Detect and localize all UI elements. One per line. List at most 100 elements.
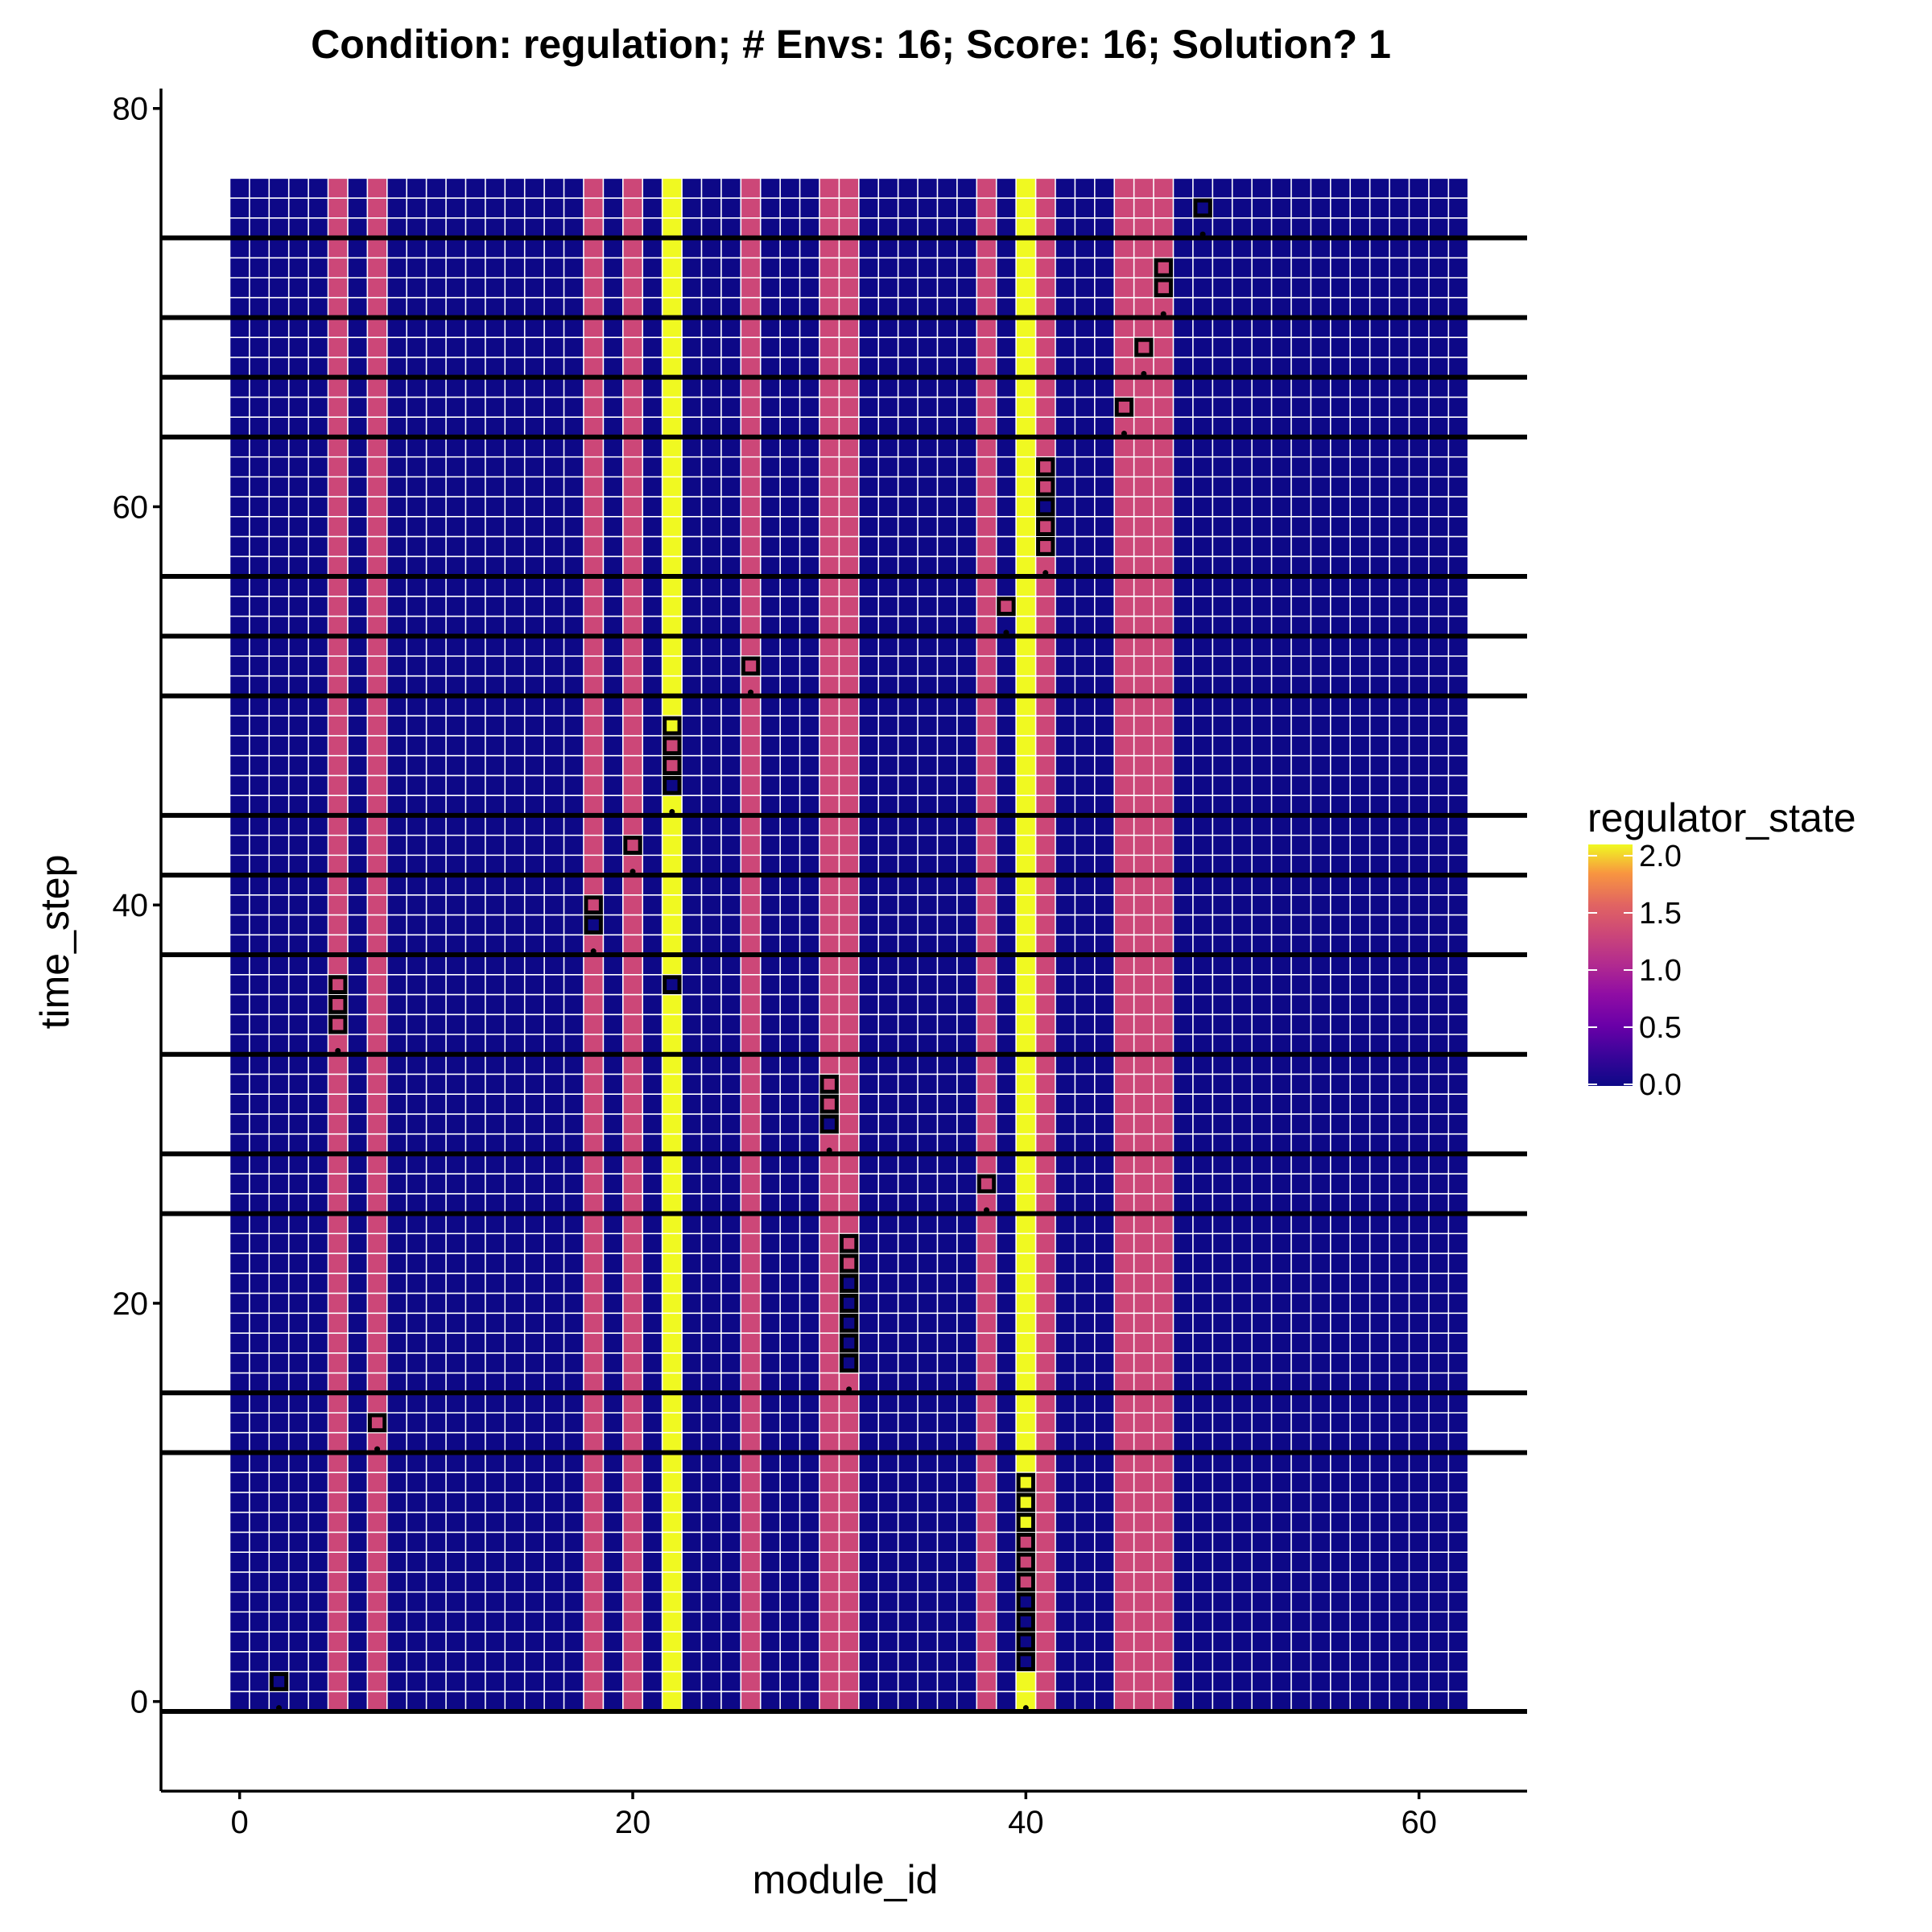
highlighted-cell xyxy=(328,995,348,1014)
highlighted-cells xyxy=(269,198,1212,1691)
y-tick-label: 80 xyxy=(113,92,149,127)
highlighted-cell xyxy=(1016,1472,1036,1492)
module-column-38 xyxy=(976,178,997,1712)
highlighted-cell xyxy=(663,975,682,995)
highlighted-cell xyxy=(269,1672,289,1691)
highlighted-cell xyxy=(997,597,1016,617)
module-column-18 xyxy=(583,178,604,1712)
y-tick-label: 40 xyxy=(113,888,149,923)
highlighted-cell xyxy=(663,716,682,736)
highlighted-cell xyxy=(741,656,761,676)
module-column-47 xyxy=(1154,178,1174,1712)
x-tick-label: 0 xyxy=(231,1805,249,1840)
module-column-46 xyxy=(1133,178,1154,1712)
highlighted-cell xyxy=(819,1094,839,1114)
highlighted-cell xyxy=(976,1174,997,1194)
small-point xyxy=(590,948,597,955)
small-point xyxy=(1003,630,1009,636)
highlighted-cell xyxy=(1154,258,1173,278)
module-column-31 xyxy=(839,178,859,1712)
highlighted-cell xyxy=(839,1233,859,1253)
module-column-40 xyxy=(1016,178,1036,1712)
highlighted-cell xyxy=(1114,397,1134,417)
environment-boundary-lines xyxy=(161,235,1527,1715)
highlighted-cell xyxy=(328,1014,348,1034)
small-point xyxy=(1160,311,1166,317)
legend-tick-label: 2.0 xyxy=(1639,840,1682,873)
axes: 0 20 40 60 0 20 40 60 80 xyxy=(113,89,1527,1840)
highlighted-cell xyxy=(1154,278,1173,298)
module-column-22 xyxy=(662,178,683,1712)
highlighted-cell xyxy=(839,1353,859,1373)
highlighted-cell xyxy=(584,915,603,935)
y-axis-label: time_step xyxy=(32,855,77,1030)
legend-tick-label: 0.0 xyxy=(1639,1068,1682,1102)
small-point xyxy=(669,809,675,815)
highlighted-cell xyxy=(1016,1552,1036,1572)
y-tick-label: 60 xyxy=(113,489,149,525)
highlighted-cell xyxy=(584,895,603,915)
small-point xyxy=(846,1386,852,1393)
highlighted-cell xyxy=(839,1253,859,1274)
module-column-26 xyxy=(741,178,761,1712)
module-column-30 xyxy=(819,178,840,1712)
legend-tick-label: 0.5 xyxy=(1639,1011,1682,1045)
y-tick-label: 20 xyxy=(113,1286,149,1322)
highlighted-cell xyxy=(1016,1632,1036,1652)
highlighted-cell xyxy=(1016,1532,1036,1552)
highlighted-cell xyxy=(1016,1652,1036,1672)
highlighted-cell xyxy=(839,1294,859,1313)
legend: regulator_state 2.0 1.5 1.0 0.5 0.0 xyxy=(1587,795,1856,1102)
small-point xyxy=(276,1705,283,1711)
highlighted-cell xyxy=(1193,198,1212,218)
highlighted-cell xyxy=(839,1313,859,1333)
module-column-5 xyxy=(328,178,348,1712)
module-column-41 xyxy=(1035,178,1055,1712)
highlighted-cell xyxy=(1016,1513,1036,1532)
x-tick-label: 60 xyxy=(1401,1805,1437,1840)
highlighted-cell xyxy=(1036,497,1055,517)
highlighted-cell xyxy=(1036,457,1055,477)
module-column-20 xyxy=(622,178,643,1712)
x-axis-label: module_id xyxy=(753,1857,939,1902)
legend-tick-label: 1.0 xyxy=(1639,954,1682,988)
legend-colorbar xyxy=(1588,844,1633,1086)
x-tick-label: 40 xyxy=(1008,1805,1044,1840)
small-point xyxy=(335,1047,341,1054)
x-tick-label: 20 xyxy=(615,1805,651,1840)
highlighted-cell xyxy=(1016,1572,1036,1592)
small-point xyxy=(1199,231,1206,237)
highlighted-cell xyxy=(819,1114,839,1134)
highlighted-cell xyxy=(1016,1492,1036,1513)
small-point xyxy=(748,689,754,696)
highlighted-cell xyxy=(663,756,682,775)
y-tick-label: 0 xyxy=(130,1685,148,1720)
small-point xyxy=(826,1147,832,1154)
small-points xyxy=(276,231,1206,1711)
small-point xyxy=(1121,431,1127,437)
highlighted-cell xyxy=(1134,337,1154,357)
small-point xyxy=(630,869,636,875)
legend-title: regulator_state xyxy=(1587,795,1856,840)
module-column-7 xyxy=(367,178,387,1712)
highlighted-cell xyxy=(663,775,682,795)
legend-tick-label: 1.5 xyxy=(1639,897,1682,931)
highlighted-cell xyxy=(663,736,682,756)
highlighted-cell xyxy=(1016,1592,1036,1612)
small-point xyxy=(1042,570,1049,576)
small-point xyxy=(374,1446,381,1452)
highlighted-cell xyxy=(1036,477,1055,497)
highlighted-cell xyxy=(623,836,642,855)
heatmap-cells xyxy=(229,177,1469,1712)
highlighted-cell xyxy=(1036,517,1055,537)
small-point xyxy=(984,1207,990,1213)
highlighted-cell xyxy=(367,1413,387,1433)
highlighted-cell xyxy=(819,1074,839,1094)
small-point xyxy=(1022,1705,1029,1711)
highlighted-cell xyxy=(839,1333,859,1353)
small-point xyxy=(1141,370,1147,377)
chart-title: Condition: regulation; # Envs: 16; Score… xyxy=(311,22,1391,67)
highlighted-cell xyxy=(1036,537,1055,556)
highlighted-cell xyxy=(1016,1612,1036,1632)
